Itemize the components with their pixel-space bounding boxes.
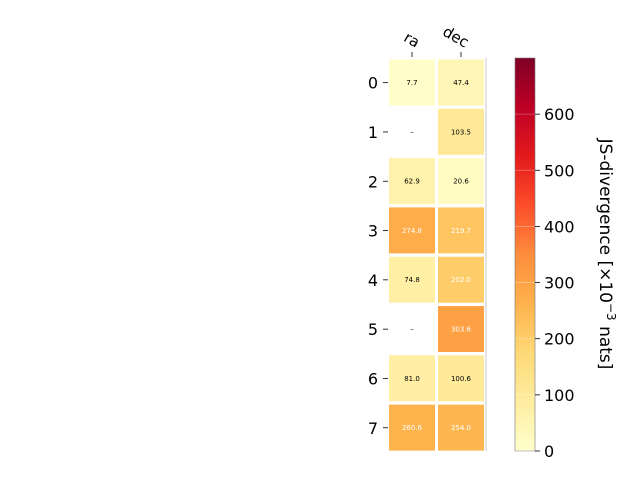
colorbar-tick-label: 200 bbox=[544, 330, 575, 349]
heatmap-cell bbox=[438, 355, 484, 402]
heatmap-cell bbox=[438, 306, 484, 352]
heatmap-cell bbox=[438, 256, 484, 303]
heatmap-cell bbox=[389, 355, 435, 402]
cell-value-label: 47.4 bbox=[453, 79, 469, 87]
cell-value-label: 20.6 bbox=[453, 178, 469, 186]
row-label: 0 bbox=[368, 74, 378, 93]
heatmap-cell bbox=[438, 108, 484, 155]
row-label: 5 bbox=[368, 320, 378, 339]
colorbar: 0 100 200 300 400 500 600 bbox=[514, 57, 575, 461]
row-label: 6 bbox=[368, 369, 378, 388]
colorbar-gradient bbox=[514, 57, 536, 452]
heatmap-cell bbox=[389, 158, 435, 205]
colorbar-tick-label: 300 bbox=[544, 274, 575, 293]
heatmap-cell bbox=[389, 59, 435, 106]
cell-value-label: – bbox=[410, 128, 414, 136]
cell-value-label: 62.9 bbox=[404, 178, 420, 186]
row-label: 3 bbox=[368, 222, 378, 241]
heatmap-cell bbox=[438, 59, 484, 106]
cell-value-label: – bbox=[410, 326, 414, 334]
heatmap-cell bbox=[438, 158, 484, 205]
colorbar-tick-label: 0 bbox=[544, 442, 554, 461]
heatmap-cell bbox=[438, 207, 484, 254]
cell-value-label: 274.8 bbox=[402, 227, 422, 235]
colorbar-label: JS-divergence [×10−3 nats] bbox=[595, 138, 618, 370]
heatmap-cell bbox=[438, 404, 484, 451]
heatmap-cell bbox=[389, 256, 435, 303]
column-label: dec bbox=[440, 22, 472, 51]
cell-value-label: 74.8 bbox=[404, 276, 420, 284]
colorbar-tick-label: 600 bbox=[544, 105, 575, 124]
heatmap-cells: 7.7 47.4 – 103.5 62.9 20.6 274.8 219.7 74.8 202.0… bbox=[389, 58, 487, 451]
cell-value-label: 202.0 bbox=[451, 276, 471, 284]
cell-value-label: 254.0 bbox=[451, 424, 471, 432]
colorbar-tick-label: 500 bbox=[544, 161, 575, 180]
row-label: 2 bbox=[368, 172, 378, 191]
cell-value-label: 219.7 bbox=[451, 227, 471, 235]
cell-value-label: 103.5 bbox=[451, 128, 471, 136]
row-labels: 0 1 2 3 4 5 6 7 bbox=[368, 74, 388, 438]
heatmap-cell bbox=[389, 404, 435, 451]
row-label: 1 bbox=[368, 123, 378, 142]
row-label: 7 bbox=[368, 419, 378, 438]
colorbar-tick-label: 100 bbox=[544, 386, 575, 405]
cell-value-label: 303.6 bbox=[451, 326, 472, 334]
column-labels: ra dec bbox=[401, 22, 472, 57]
column-label: ra bbox=[401, 28, 423, 51]
cell-value-label: 260.6 bbox=[402, 424, 423, 432]
cell-value-label: 100.6 bbox=[451, 375, 472, 383]
cell-value-label: 7.7 bbox=[406, 79, 417, 87]
heatmap-cell bbox=[389, 207, 435, 254]
cell-value-label: 81.0 bbox=[404, 375, 420, 383]
colorbar-tick-label: 400 bbox=[544, 217, 575, 236]
row-label: 4 bbox=[368, 271, 378, 290]
